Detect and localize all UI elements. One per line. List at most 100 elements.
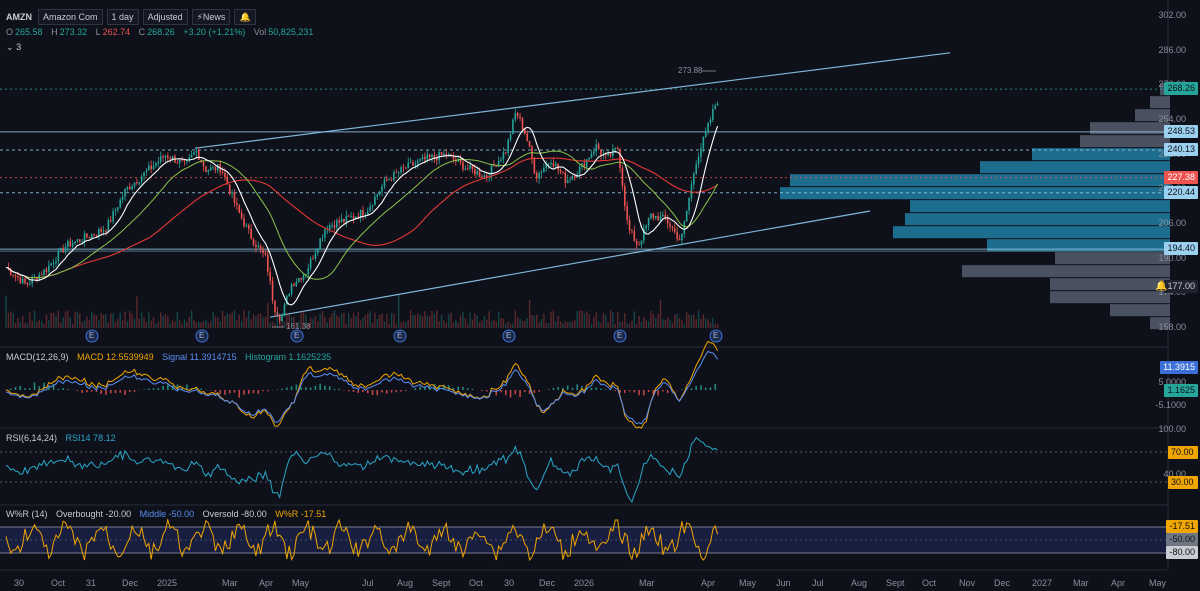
volume-bar <box>174 321 176 328</box>
macd-histogram-bar <box>604 389 607 390</box>
volume-bar <box>62 317 64 328</box>
volume-bar <box>224 315 226 328</box>
earnings-icon[interactable]: E <box>713 331 719 340</box>
volume-bar <box>160 312 162 328</box>
volume-bar <box>695 318 697 328</box>
alert-bell-icon[interactable]: 🔔 <box>234 9 256 25</box>
candle-body <box>552 163 555 167</box>
volume-bar <box>190 310 193 328</box>
volume-bar <box>283 321 286 328</box>
adjustment-button[interactable]: Adjusted <box>142 9 188 25</box>
price-badge[interactable]: 268.26 <box>1164 82 1198 96</box>
volume-bar <box>612 312 614 328</box>
macd-histogram-bar <box>562 387 564 390</box>
rsi-badge[interactable]: 70.00 <box>1168 446 1198 459</box>
candle-body <box>421 156 424 160</box>
candle-body <box>343 219 345 222</box>
price-badge[interactable]: 177.00 <box>1164 279 1198 293</box>
volume-bar <box>309 317 312 328</box>
interval-button[interactable]: 1 day <box>106 9 139 25</box>
candle-body <box>435 157 438 161</box>
price-badge[interactable]: 220.44 <box>1164 185 1198 199</box>
candle-body <box>157 161 160 164</box>
volume-bar <box>164 314 167 328</box>
willr-badge[interactable]: -80.00 <box>1166 546 1198 559</box>
indicator-collapse[interactable]: ⌄ 3 <box>6 42 21 53</box>
macd-legend[interactable]: MACD(12,26,9) MACD 12.5539949 Signal 11.… <box>6 352 331 362</box>
macd-histogram-bar <box>186 384 188 390</box>
candle-body <box>321 237 324 239</box>
volume-bar <box>157 321 160 328</box>
willr-badge[interactable]: -50.00 <box>1166 533 1198 546</box>
candle-body <box>633 231 636 242</box>
candle-body <box>355 216 357 219</box>
candle-body <box>150 165 152 170</box>
rsi-legend[interactable]: RSI(6,14,24) RSI14 78.12 <box>6 433 116 443</box>
candle-body <box>559 169 562 173</box>
candle-body <box>643 228 645 241</box>
willr-legend[interactable]: W%R (14) Overbought -20.00 Middle -50.00… <box>6 509 326 519</box>
candle-body <box>359 210 362 219</box>
candle-body <box>64 246 67 253</box>
volume-bar <box>500 317 502 328</box>
earnings-icon[interactable]: E <box>506 331 512 340</box>
news-label: News <box>202 12 226 22</box>
volume-bar <box>138 318 140 328</box>
candle-body <box>578 166 581 175</box>
price-badge[interactable]: 240.13 <box>1164 143 1198 157</box>
earnings-icon[interactable]: E <box>199 331 205 340</box>
earnings-icon[interactable]: E <box>617 331 623 340</box>
rsi-badge[interactable]: 30.00 <box>1168 476 1198 489</box>
symbol-label[interactable]: AMZN <box>6 12 32 22</box>
candle-body <box>583 163 586 167</box>
volume-bar <box>440 314 443 328</box>
volume-bar <box>540 319 543 328</box>
volume-bar <box>559 321 562 328</box>
volume-bar <box>176 312 179 328</box>
earnings-icon[interactable]: E <box>89 331 95 340</box>
volume-profile-bar <box>962 265 1170 278</box>
candle-body <box>193 152 195 155</box>
candle-body <box>681 233 683 241</box>
candle-body <box>183 160 186 162</box>
volume-profile-bar <box>980 161 1170 174</box>
willr-band <box>0 527 1168 553</box>
company-name[interactable]: Amazon Com <box>38 9 103 25</box>
volume-bar <box>517 316 519 328</box>
volume-bar <box>169 323 171 328</box>
volume-bar <box>514 310 517 328</box>
earnings-icon[interactable]: E <box>294 331 300 340</box>
macd-badge[interactable]: 1.1625 <box>1164 384 1198 397</box>
volume-bar <box>374 312 376 328</box>
candle-body <box>100 229 102 232</box>
willr-badge[interactable]: -17.51 <box>1166 520 1198 533</box>
news-button[interactable]: ⚡News <box>191 9 231 25</box>
volume-bar <box>547 323 550 328</box>
candle-body <box>445 153 448 156</box>
earnings-icon[interactable]: E <box>397 331 403 340</box>
candle-body <box>440 152 443 156</box>
candle-body <box>328 225 331 230</box>
price-badge[interactable]: 194.40 <box>1164 242 1198 256</box>
macd-histogram-bar <box>195 388 198 390</box>
price-badge[interactable]: 248.53 <box>1164 124 1198 138</box>
volume-bar <box>217 316 219 328</box>
volume-bar <box>400 322 402 328</box>
volume-bar <box>302 310 305 328</box>
alert-bell-icon[interactable]: 🔔 <box>1155 281 1168 292</box>
macd-badge[interactable]: 11.3915 <box>1160 361 1198 374</box>
candle-body <box>26 283 29 285</box>
macd-histogram-bar <box>328 386 331 390</box>
volume-bar <box>550 311 552 328</box>
volume-bar <box>171 320 174 328</box>
price-badge[interactable]: 227.38 <box>1164 170 1198 184</box>
candle-body <box>143 172 145 177</box>
volume-profile-bar <box>1135 109 1170 122</box>
candle-body <box>171 156 174 160</box>
candle-body <box>109 220 112 222</box>
candle-body <box>376 194 379 197</box>
volume-bar <box>162 315 164 328</box>
volume-bar <box>614 323 616 328</box>
macd-histogram-bar <box>633 390 636 393</box>
